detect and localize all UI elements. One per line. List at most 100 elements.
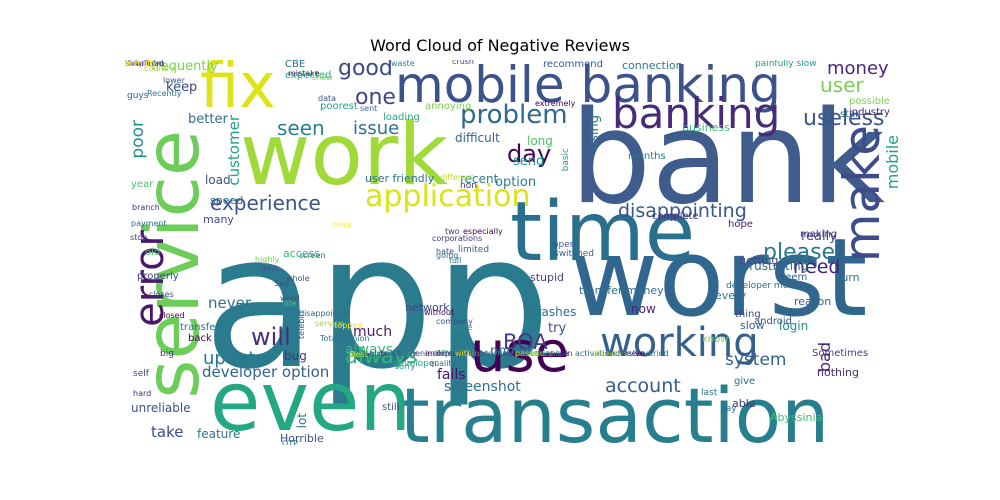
cloud-word: transfer money (579, 284, 664, 297)
cloud-word: complete (652, 211, 699, 222)
cloud-word: solve (365, 349, 386, 358)
cloud-word: account (605, 375, 681, 397)
cloud-word: lower (163, 76, 185, 85)
cloud-word: hope (728, 219, 753, 230)
cloud-word: really (801, 229, 837, 244)
cloud-word: Recently (147, 89, 182, 98)
cloud-word: bank (570, 84, 885, 233)
cloud-word: stopped (330, 321, 363, 330)
cloud-word: soon (470, 349, 490, 358)
cloud-word: work (240, 105, 449, 205)
cloud-word: ethiopia (530, 349, 563, 358)
word-cloud: app bank work worst transaction time even servi… (125, 60, 900, 445)
cloud-word: within (455, 349, 480, 358)
cloud-word: screenshot (444, 379, 521, 395)
cloud-word: updating (440, 349, 476, 358)
cloud-word: whole (286, 274, 310, 283)
cloud-word: stop (130, 233, 148, 242)
cloud-word: closed (159, 311, 185, 320)
cloud-word: better (188, 112, 228, 127)
cloud-word: service (315, 319, 344, 328)
cloud-word: every (715, 289, 747, 302)
cloud-word: OTP (282, 439, 299, 446)
cloud-word: experience (210, 191, 321, 215)
cloud-word: last (701, 388, 718, 398)
cloud-word: turn (837, 271, 860, 284)
cloud-word: several (436, 348, 469, 358)
cloud-word: annoying (425, 101, 472, 112)
cloud-word: seem (780, 272, 808, 283)
cloud-word: say (721, 404, 737, 414)
cloud-word: always (345, 342, 394, 358)
cloud-word: understand (605, 349, 651, 358)
cloud-word: recent (460, 172, 499, 186)
cloud-word: year (131, 179, 154, 190)
cloud-word: painfully slow (755, 60, 817, 69)
cloud-word: useless (803, 106, 885, 131)
cloud-word: opinion (340, 334, 370, 343)
cloud-word: country (144, 64, 175, 73)
cloud-word: quality (429, 359, 457, 368)
cloud-word: limited (458, 245, 490, 255)
cloud-word: properly (137, 271, 179, 282)
cloud-word: mistake (288, 69, 320, 78)
cloud-word: pin (560, 349, 573, 358)
cloud-word: long (527, 134, 553, 148)
cloud-word: transaction (400, 371, 830, 446)
cloud-word: non (460, 181, 477, 191)
cloud-word: general (410, 349, 441, 358)
cloud-word: working (600, 320, 759, 366)
cloud-word: BOA (503, 330, 548, 354)
cloud-word: waste (391, 60, 415, 68)
cloud-word: payment (131, 219, 167, 228)
chart-title: Word Cloud of Negative Reviews (370, 36, 630, 55)
cloud-word: download (125, 60, 164, 68)
cloud-word: app (203, 194, 552, 410)
cloud-word: make (833, 125, 891, 263)
cloud-word: time (510, 185, 696, 280)
cloud-word: keep (166, 80, 198, 95)
cloud-word: connection (622, 60, 683, 72)
cloud-word: guys (127, 91, 149, 101)
cloud-word: sent (360, 104, 378, 113)
cloud-word: problem (460, 100, 568, 130)
cloud-word: apesa (545, 349, 569, 358)
cloud-word: issue (353, 118, 400, 139)
cloud-word: fails (437, 367, 466, 383)
cloud-word: now (631, 302, 656, 316)
cloud-word: lag (500, 349, 513, 358)
cloud-word: word (280, 294, 300, 303)
cloud-word: disappointed (299, 309, 351, 318)
cloud-word: simple (125, 60, 152, 68)
cloud-word: network (405, 301, 450, 314)
cloud-word: developer mode (726, 281, 800, 291)
cloud-word: always (345, 344, 418, 368)
cloud-word: company (436, 317, 473, 326)
cloud-word: Sad (274, 279, 290, 288)
cloud-word: frequently (151, 60, 218, 74)
cloud-word: difficult (455, 131, 500, 145)
cloud-word: transfer (180, 322, 220, 333)
cloud-word: user friendly (365, 172, 435, 185)
cloud-word: mobile (883, 135, 900, 190)
cloud-word: ve (635, 349, 645, 358)
cloud-word: developer option (202, 363, 330, 381)
cloud-word: seen (277, 116, 325, 140)
cloud-word: crush (452, 60, 474, 66)
cloud-word: Abyssinia (770, 411, 823, 424)
cloud-word: sure (453, 323, 473, 333)
cloud-word: option (495, 175, 537, 190)
cloud-word: access (283, 247, 321, 260)
cloud-word: money (827, 60, 889, 79)
cloud-word: use (470, 320, 570, 385)
cloud-word: much (353, 324, 393, 340)
cloud-word: going (436, 251, 459, 260)
cloud-word: slow (740, 319, 765, 332)
cloud-word: making (800, 229, 838, 240)
cloud-word: one (355, 85, 396, 110)
cloud-word: highly (255, 255, 280, 264)
cloud-word: limit (261, 264, 279, 273)
cloud-word: will (251, 323, 291, 351)
cloud-word: try (548, 321, 567, 336)
cloud-word: reason (794, 295, 832, 308)
